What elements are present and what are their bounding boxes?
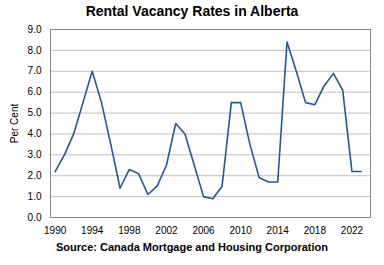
svg-text:2018: 2018 bbox=[304, 225, 327, 236]
svg-text:2014: 2014 bbox=[267, 225, 290, 236]
svg-text:1.0: 1.0 bbox=[28, 191, 42, 202]
svg-text:2010: 2010 bbox=[230, 225, 253, 236]
svg-text:6.0: 6.0 bbox=[28, 86, 42, 97]
svg-text:2006: 2006 bbox=[192, 225, 215, 236]
svg-text:4.0: 4.0 bbox=[28, 128, 42, 139]
svg-text:0.0: 0.0 bbox=[28, 212, 42, 223]
svg-text:8.0: 8.0 bbox=[28, 45, 42, 56]
svg-text:2002: 2002 bbox=[155, 225, 178, 236]
svg-text:1994: 1994 bbox=[81, 225, 104, 236]
svg-text:1998: 1998 bbox=[118, 225, 141, 236]
html-text:Rental Vacancy Rates in Albert: Rental Vacancy Rates in Alberta bbox=[85, 3, 299, 19]
svg-text:Per Cent: Per Cent bbox=[9, 104, 20, 144]
html-text:Source: Canada Mortgage and Ho: Source: Canada Mortgage and Housing Corp… bbox=[56, 241, 328, 253]
svg-text:3.0: 3.0 bbox=[28, 149, 42, 160]
svg-text:7.0: 7.0 bbox=[28, 65, 42, 76]
svg-text:2.0: 2.0 bbox=[28, 170, 42, 181]
svg-text:1990: 1990 bbox=[44, 225, 67, 236]
svg-text:2022: 2022 bbox=[341, 225, 364, 236]
svg-text:9.0: 9.0 bbox=[28, 24, 42, 35]
svg-text:5.0: 5.0 bbox=[28, 107, 42, 118]
